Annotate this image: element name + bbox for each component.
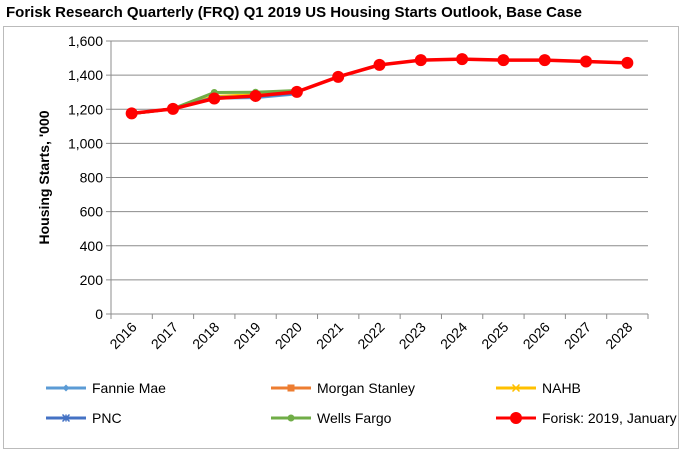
data-point [497,54,510,67]
data-point [287,384,295,392]
legend-swatch [496,412,536,424]
legend-item: PNC [44,410,122,426]
plot-area: 0 200 400 600 800 1,000 1,200 1,400 1,600 2016 201… [36,33,649,352]
x-tick-label: 2022 [354,319,387,352]
legend-label: PNC [92,410,122,426]
data-point [166,102,179,115]
x-tick-label: 2020 [272,319,305,352]
x-tick-label: 2017 [148,319,181,352]
legend-item: Fannie Mae [44,380,166,396]
legend-item: Morgan Stanley [269,380,415,396]
y-tick-label: 1,200 [68,101,103,117]
y-tick-label: 400 [80,238,104,254]
data-point [510,412,522,424]
legend-label: Wells Fargo [317,410,392,426]
data-point [332,70,345,83]
x-tick-label: 2019 [230,319,263,352]
data-point [511,383,521,393]
legend-item: Wells Fargo [269,410,391,426]
data-point [373,58,386,71]
legend-swatch [271,384,311,392]
data-point [538,54,551,67]
chart-frame [3,26,679,449]
legend-swatch [496,383,536,393]
y-tick-label: 1,000 [68,135,103,151]
series-markers [125,53,634,120]
x-tick-label: 2024 [437,319,470,352]
chart-title: Forisk Research Quarterly (FRQ) Q1 2019 … [6,4,583,21]
x-tick-label: 2021 [313,319,346,352]
x-tick-label: 2023 [396,319,429,352]
legend-swatch [46,413,86,423]
data-point [580,55,593,68]
legend-item: NAHB [494,380,581,396]
legend-label: Morgan Stanley [317,380,416,396]
x-tick-label: 2026 [520,319,553,352]
x-tick-label: 2016 [106,319,139,352]
data-point [287,414,295,422]
data-point [621,56,634,69]
data-point [125,107,138,120]
legend-swatch [271,414,311,422]
y-axis-label: Housing Starts, '000 [36,110,52,244]
y-tick-label: 0 [95,306,103,322]
y-tick-label: 200 [80,272,104,288]
x-tick-label: 2028 [602,319,635,352]
data-point [208,92,221,105]
data-point [61,413,71,423]
legend-label: Forisk: 2019, January [542,410,677,426]
data-point [456,53,469,66]
legend-swatch [46,384,86,392]
y-tick-label: 800 [80,170,104,186]
data-point [62,384,70,392]
legend-label: Fannie Mae [92,380,166,396]
legend-item: Forisk: 2019, January [494,410,677,426]
y-tick-label: 600 [80,204,104,220]
x-tick-label: 2018 [189,319,222,352]
data-point [290,85,303,98]
data-point [249,89,262,102]
x-tick-label: 2025 [478,319,511,352]
x-tick-label: 2027 [561,319,594,352]
y-tick-label: 1,600 [68,33,103,49]
y-tick-label: 1,400 [68,67,103,83]
legend-label: NAHB [542,380,581,396]
data-point [414,54,427,67]
